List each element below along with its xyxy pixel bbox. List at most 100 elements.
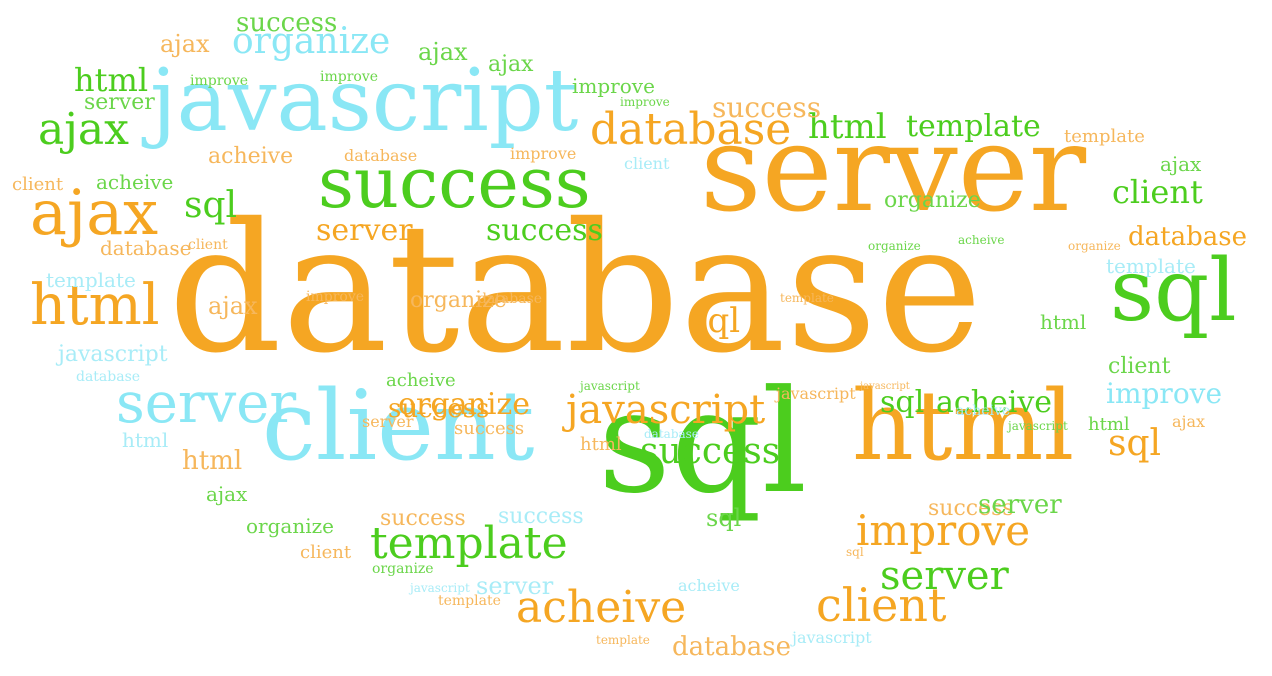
cloud-word-javascript: javascript (792, 628, 872, 647)
cloud-word-html: html (1088, 414, 1130, 435)
cloud-word-improve: improve (510, 144, 577, 163)
cloud-word-javascript: javascript (1008, 419, 1068, 433)
cloud-word-acheive: acheive (208, 144, 294, 169)
cloud-word-javascript: javascript (150, 51, 579, 151)
cloud-word-success: success (498, 504, 584, 529)
cloud-word-client: client (12, 174, 64, 195)
cloud-word-client: client (188, 237, 228, 253)
cloud-word-acheive: acheive (96, 170, 174, 194)
cloud-word-server: server (84, 90, 155, 115)
cloud-word-html: html (74, 61, 149, 99)
cloud-word-template: template (370, 518, 568, 569)
cloud-word-html: html (852, 370, 1075, 482)
cloud-word-acheive: acheive (956, 403, 1011, 419)
cloud-word-html: html (182, 446, 243, 476)
cloud-word-ajax: ajax (160, 30, 210, 58)
cloud-word-database: database (168, 185, 983, 392)
cloud-word-success: success (712, 91, 822, 124)
cloud-word-improve: improve (620, 95, 670, 109)
cloud-word-javascript: javascript (580, 379, 640, 393)
cloud-word-improve: improve (1106, 377, 1223, 410)
cloud-word-improve: improve (320, 69, 379, 85)
cloud-word-template: template (906, 109, 1041, 144)
cloud-word-ajax: ajax (206, 482, 248, 506)
cloud-word-ajax: ajax (488, 52, 534, 77)
cloud-word-acheive: acheive (936, 385, 1053, 420)
cloud-word-sql: sql (690, 301, 741, 341)
cloud-word-success: success (640, 431, 781, 472)
cloud-word-database: database (478, 291, 543, 307)
cloud-word-server: server (978, 490, 1062, 520)
cloud-word-database: database (344, 146, 418, 165)
cloud-word-server: server (362, 412, 414, 431)
cloud-word-organize: organize (232, 21, 391, 62)
cloud-word-organize: organize (398, 387, 530, 422)
cloud-word-organize: organize (410, 288, 507, 313)
cloud-word-client: client (624, 154, 670, 173)
cloud-word-organize: organize (1068, 239, 1121, 253)
cloud-word-success: success (486, 213, 603, 248)
cloud-word-ajax: ajax (208, 292, 258, 320)
cloud-word-database: database (672, 632, 791, 662)
cloud-word-database: database (644, 427, 699, 441)
cloud-word-client: client (816, 578, 947, 632)
cloud-word-ajax: ajax (38, 104, 129, 155)
cloud-word-html: html (30, 273, 160, 338)
cloud-word-client: client (262, 370, 535, 482)
cloud-word-success: success (388, 394, 490, 424)
cloud-word-database: database (76, 369, 141, 385)
cloud-word-ajax: ajax (30, 176, 159, 249)
cloud-word-client: client (1112, 173, 1203, 211)
cloud-word-acheive: acheive (678, 576, 740, 595)
cloud-word-javascript: javascript (410, 581, 470, 595)
cloud-word-organize: organize (884, 188, 981, 213)
cloud-word-sql: sql (1108, 423, 1162, 464)
cloud-word-sql: sql (1110, 241, 1237, 341)
cloud-word-improve: improve (856, 506, 1031, 555)
cloud-word-javascript: javascript (860, 381, 910, 392)
cloud-word-html: html (1040, 310, 1087, 334)
cloud-word-javascript: javascript (566, 387, 766, 433)
cloud-word-improve: improve (306, 289, 365, 305)
cloud-word-html: html (808, 107, 887, 147)
cloud-word-template: template (780, 291, 834, 305)
cloud-word-template: template (438, 593, 501, 609)
cloud-word-organize: organize (868, 239, 921, 253)
cloud-word-javascript: javascript (776, 384, 856, 403)
cloud-word-success: success (380, 506, 466, 531)
cloud-word-improve: improve (190, 73, 249, 89)
cloud-word-sql: sql (598, 360, 808, 525)
cloud-word-template: template (1064, 126, 1145, 147)
cloud-word-server: server (316, 213, 413, 248)
cloud-word-database: database (100, 236, 192, 260)
cloud-word-ajax: ajax (1160, 152, 1202, 176)
cloud-word-acheive: acheive (516, 582, 687, 633)
cloud-word-database: database (1128, 222, 1247, 252)
cloud-word-database: database (590, 104, 792, 155)
cloud-word-organize: organize (246, 514, 334, 538)
cloud-word-html: html (580, 434, 622, 455)
cloud-word-server: server (880, 553, 1009, 599)
cloud-word-template: template (596, 633, 650, 647)
cloud-word-server: server (476, 572, 554, 600)
cloud-word-sql: sql (880, 385, 925, 420)
cloud-word-organize: organize (372, 561, 434, 577)
cloud-word-javascript: javascript (58, 342, 168, 367)
cloud-word-template: template (46, 268, 136, 292)
cloud-word-ajax: ajax (1172, 412, 1206, 431)
cloud-word-server: server (700, 100, 1087, 239)
cloud-word-client: client (1108, 354, 1171, 379)
cloud-word-acheive: acheive (958, 233, 1005, 247)
cloud-word-sql: sql (184, 185, 238, 226)
cloud-word-acheive: acheive (386, 370, 456, 391)
cloud-word-server: server (116, 371, 297, 436)
cloud-word-success: success (928, 496, 1014, 521)
cloud-word-success: success (318, 142, 591, 224)
cloud-word-sql: sql (846, 545, 864, 559)
cloud-word-success: success (236, 8, 338, 38)
cloud-word-sql: sql (706, 504, 742, 532)
cloud-word-ajax: ajax (418, 38, 468, 66)
cloud-word-success: success (454, 418, 525, 439)
cloud-word-html: html (122, 428, 169, 452)
